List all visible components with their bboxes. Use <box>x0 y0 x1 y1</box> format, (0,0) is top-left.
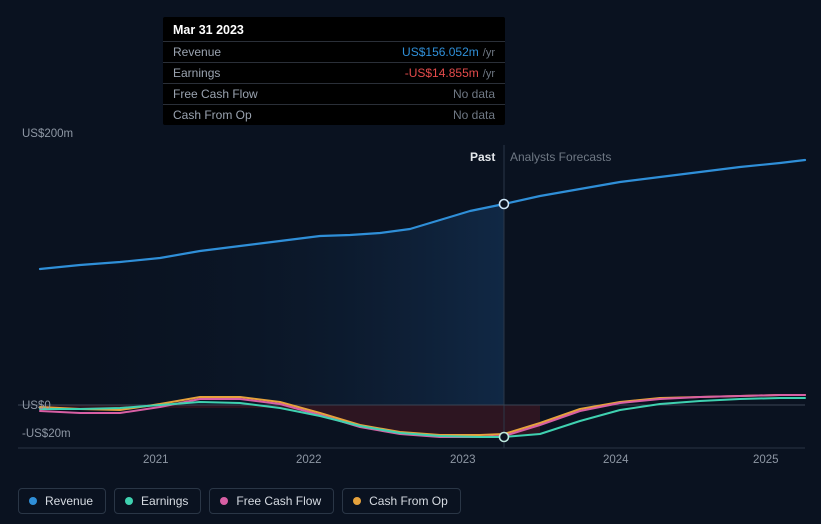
tooltip-value: No data <box>453 87 495 101</box>
legend-dot-icon <box>29 497 37 505</box>
x-axis-label: 2021 <box>143 454 169 466</box>
legend-label: Cash From Op <box>369 494 448 508</box>
y-axis-label: US$0 <box>22 400 51 412</box>
y-axis-label: -US$20m <box>22 428 71 440</box>
tooltip-row-fcf: Free Cash Flow No data <box>163 83 505 104</box>
x-axis-label: 2023 <box>450 454 476 466</box>
tooltip-row-cfo: Cash From Op No data <box>163 104 505 125</box>
tooltip-date: Mar 31 2023 <box>163 17 505 41</box>
legend-label: Revenue <box>45 494 93 508</box>
legend-item-cfo[interactable]: Cash From Op <box>342 488 461 514</box>
tooltip-label: Cash From Op <box>173 108 252 122</box>
x-axis-label: 2025 <box>753 454 779 466</box>
chart-tooltip: Mar 31 2023 Revenue US$156.052m /yr Earn… <box>163 17 505 125</box>
tooltip-label: Revenue <box>173 45 221 59</box>
x-axis-label: 2022 <box>296 454 322 466</box>
tooltip-label: Free Cash Flow <box>173 87 258 101</box>
x-axis-label: 2024 <box>603 454 629 466</box>
tooltip-per: /yr <box>483 68 495 80</box>
tooltip-per: /yr <box>483 47 495 59</box>
legend-item-fcf[interactable]: Free Cash Flow <box>209 488 334 514</box>
earnings-revenue-chart: US$200m US$0 -US$20m 2021 2022 2023 2024… <box>0 0 821 524</box>
tooltip-value: US$156.052m <box>402 45 479 59</box>
tooltip-value: No data <box>453 108 495 122</box>
chart-legend: Revenue Earnings Free Cash Flow Cash Fro… <box>18 488 461 514</box>
y-axis-label: US$200m <box>22 128 73 140</box>
legend-dot-icon <box>353 497 361 505</box>
legend-label: Free Cash Flow <box>236 494 321 508</box>
tooltip-row-earnings: Earnings -US$14.855m /yr <box>163 62 505 83</box>
legend-item-earnings[interactable]: Earnings <box>114 488 201 514</box>
tooltip-row-revenue: Revenue US$156.052m /yr <box>163 41 505 62</box>
tooltip-value: -US$14.855m <box>405 66 479 80</box>
legend-item-revenue[interactable]: Revenue <box>18 488 106 514</box>
tooltip-label: Earnings <box>173 66 220 80</box>
legend-dot-icon <box>220 497 228 505</box>
legend-dot-icon <box>125 497 133 505</box>
legend-label: Earnings <box>141 494 188 508</box>
